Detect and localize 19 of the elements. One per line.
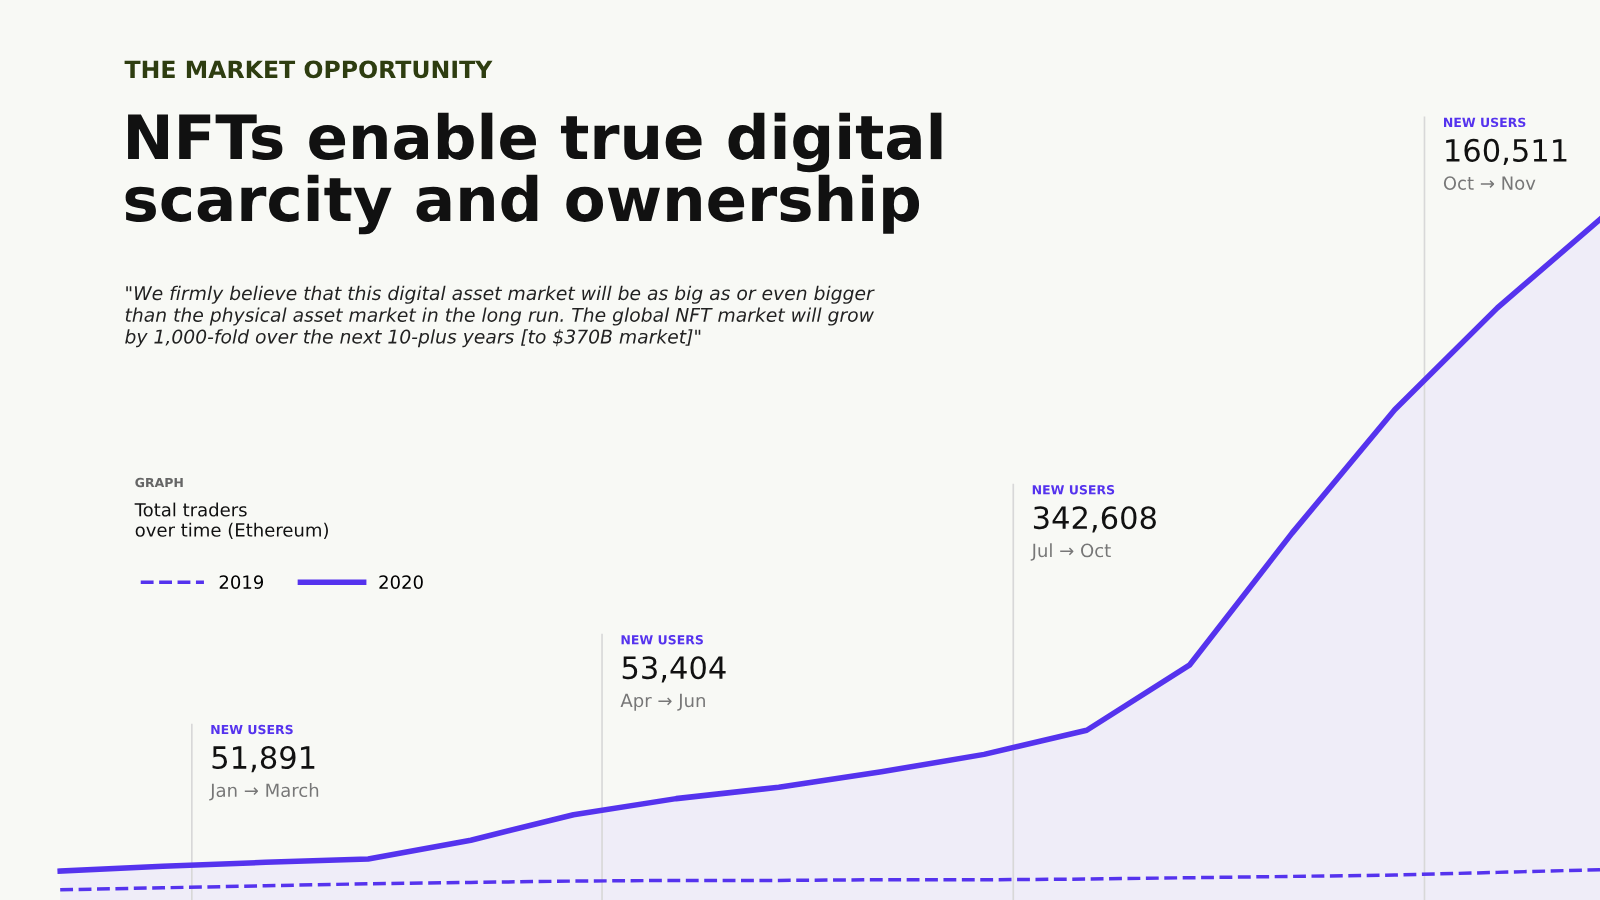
- annotation: "We firmly believe that this digital asset market will be as big as or even bigger than the physical asset market in the long run. The global NFT market will grow by 1,000-fold over the next 10-plus years [to $370B market]": [125, 285, 875, 348]
- annotation: 51,891: [212, 745, 315, 773]
- legend-label: 2019: [219, 575, 264, 589]
- annotation: Total traders over time (Ethereum): [134, 502, 328, 539]
- legend-label: 2020: [379, 575, 423, 589]
- annotation: 342,608: [1033, 506, 1156, 533]
- text: NEW USERS: [1444, 117, 1526, 128]
- annotation: Jan → March: [209, 783, 319, 801]
- annotation: Jul → Oct: [1030, 543, 1111, 561]
- annotation: 53,404: [622, 656, 726, 683]
- annotation: NEW USERS: [621, 634, 703, 645]
- chart-title: NFTs enable true digital scarcity and ownership: [125, 112, 942, 235]
- annotation: Apr → Jun: [620, 693, 705, 711]
- annotation: NEW USERS: [211, 724, 293, 735]
- annotation: NEW USERS: [1032, 484, 1115, 495]
- annotation: GRAPH: [135, 477, 183, 488]
- text: Oct → Nov: [1443, 176, 1536, 190]
- text: 160,511: [1446, 138, 1567, 166]
- chart-subtitle: THE MARKET OPPORTUNITY: [124, 60, 493, 79]
